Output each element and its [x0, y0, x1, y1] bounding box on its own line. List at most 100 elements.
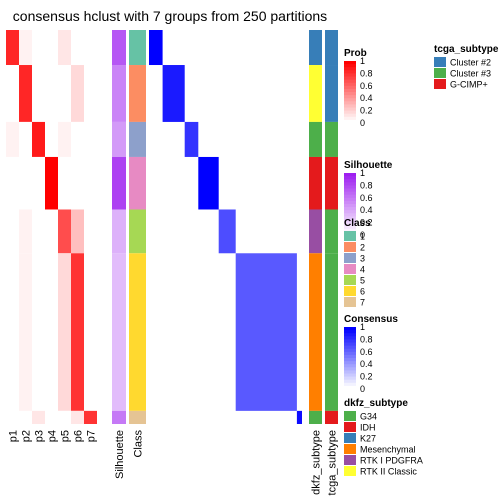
prob-cell-class-6-p5 — [58, 253, 71, 411]
prob-cell-class-3-p6 — [71, 121, 84, 157]
prob-cell-class-1-p6 — [71, 30, 84, 66]
tcga-cell-class-1 — [325, 30, 338, 66]
column-label-tcga-subtype: tcga_subtype — [327, 430, 339, 495]
silhouette-legend-swatch — [344, 197, 356, 202]
column-label-class: Class — [133, 430, 145, 458]
prob-legend-swatch — [344, 73, 356, 77]
column-label-p5: p5 — [60, 430, 72, 442]
prob-legend-swatch — [344, 88, 356, 93]
prob-cell-class-1-p3 — [32, 30, 45, 66]
consensus-legend-tick: 0.8 — [360, 334, 373, 344]
prob-cell-class-5-p2 — [19, 209, 32, 254]
dkfz-legend-title: dkfz_subtype — [344, 398, 408, 409]
consensus-block-class-3 — [184, 121, 199, 157]
consensus-block-class-7 — [296, 410, 302, 424]
prob-cell-class-1-p5 — [58, 30, 71, 66]
prob-cell-class-4-p6 — [71, 156, 84, 210]
consensus-legend-swatch — [344, 351, 356, 356]
consensus-legend-swatch — [344, 333, 356, 337]
dkfz-legend-label: IDH — [360, 423, 376, 433]
dkfz-cell-class-4 — [309, 156, 322, 210]
silhouette-legend-swatch — [344, 222, 356, 227]
class-legend-swatch — [344, 231, 356, 241]
prob-cell-class-3-p7 — [84, 121, 97, 157]
dkfz-legend-swatch — [344, 455, 356, 465]
dkfz-cell-class-2 — [309, 65, 322, 122]
tcga-legend-swatch — [434, 79, 446, 89]
tcga-cell-class-6 — [325, 253, 338, 411]
column-label-p1: p1 — [8, 430, 20, 442]
column-label-silhouette: Silhouette — [114, 430, 126, 479]
silhouette-legend-tick: 1 — [360, 168, 365, 178]
silhouette-legend-swatch — [344, 219, 356, 224]
prob-legend-swatch — [344, 64, 356, 68]
consensus-legend-swatch — [344, 364, 356, 368]
silhouette-legend-title: Silhouette — [344, 160, 393, 171]
consensus-legend-swatch — [344, 358, 356, 362]
silhouette-cell-class-3 — [112, 121, 126, 157]
column-label-p7: p7 — [86, 430, 98, 442]
prob-legend-swatch — [344, 61, 356, 65]
tcga-cell-class-7 — [325, 410, 338, 424]
prob-legend-title: Prob — [344, 48, 367, 59]
prob-legend-tick: 0.4 — [360, 93, 373, 103]
consensus-legend-swatch — [344, 385, 356, 390]
silhouette-cell-class-4 — [112, 156, 126, 210]
prob-cell-class-3-p4 — [45, 121, 58, 157]
silhouette-legend-swatch — [344, 228, 356, 233]
prob-cell-class-4-p7 — [84, 156, 97, 210]
consensus-legend-swatch — [344, 330, 356, 334]
silhouette-cell-class-1 — [112, 30, 126, 66]
consensus-legend-tick: 1 — [360, 322, 365, 332]
class-legend-label: 7 — [360, 298, 365, 308]
class-legend-label: 3 — [360, 254, 365, 264]
column-label-p4: p4 — [47, 430, 59, 442]
consensus-legend-swatch — [344, 379, 356, 384]
class-legend-label: 6 — [360, 287, 365, 297]
silhouette-legend-swatch — [344, 188, 356, 193]
prob-cell-class-7-p1 — [6, 410, 19, 424]
prob-cell-class-5-p5 — [58, 209, 71, 254]
tcga-legend-label: G-CIMP+ — [450, 80, 488, 90]
prob-cell-class-7-p2 — [19, 410, 32, 424]
prob-cell-class-4-p1 — [6, 156, 19, 210]
prob-cell-class-7-p5 — [58, 410, 71, 424]
consensus-block-class-5 — [218, 209, 236, 254]
prob-cell-class-5-p3 — [32, 209, 45, 254]
silhouette-legend-swatch — [344, 204, 356, 208]
prob-cell-class-6-p6 — [71, 253, 84, 411]
tcga-legend-label: Cluster #2 — [450, 58, 491, 68]
prob-legend-swatch — [344, 76, 356, 81]
consensus-block-class-4 — [198, 156, 219, 210]
prob-cell-class-3-p1 — [6, 121, 19, 157]
class-legend-swatch — [344, 275, 356, 285]
prob-cell-class-5-p6 — [71, 209, 84, 254]
consensus-legend-swatch — [344, 367, 356, 371]
prob-cell-class-7-p7 — [84, 410, 97, 424]
silhouette-legend-swatch — [344, 216, 356, 220]
prob-cell-class-1-p1 — [6, 30, 19, 66]
prob-legend-swatch — [344, 70, 356, 74]
dkfz-cell-class-6 — [309, 253, 322, 411]
prob-cell-class-2-p7 — [84, 65, 97, 122]
dkfz-legend-label: RTK II Classic — [360, 467, 417, 477]
prob-legend-swatch — [344, 95, 356, 99]
chart-title: consensus hclust with 7 groups from 250 … — [12, 8, 328, 24]
prob-cell-class-1-p7 — [84, 30, 97, 66]
prob-cell-class-6-p2 — [19, 253, 32, 411]
tcga-legend-swatch — [434, 57, 446, 67]
prob-cell-class-7-p4 — [45, 410, 58, 424]
tcga-legend-title: tcga_subtype — [434, 44, 499, 55]
prob-cell-class-2-p1 — [6, 65, 19, 122]
silhouette-cell-class-7 — [112, 410, 126, 424]
prob-cell-class-3-p3 — [32, 121, 45, 157]
dkfz-legend-swatch — [344, 433, 356, 443]
dkfz-legend-swatch — [344, 411, 356, 421]
silhouette-legend-swatch — [344, 207, 356, 211]
consensus-block-class-1 — [149, 30, 163, 66]
prob-legend-swatch — [344, 101, 356, 105]
silhouette-legend-swatch — [344, 210, 356, 214]
silhouette-cell-class-5 — [112, 209, 126, 254]
consensus-legend-swatch — [344, 342, 356, 347]
